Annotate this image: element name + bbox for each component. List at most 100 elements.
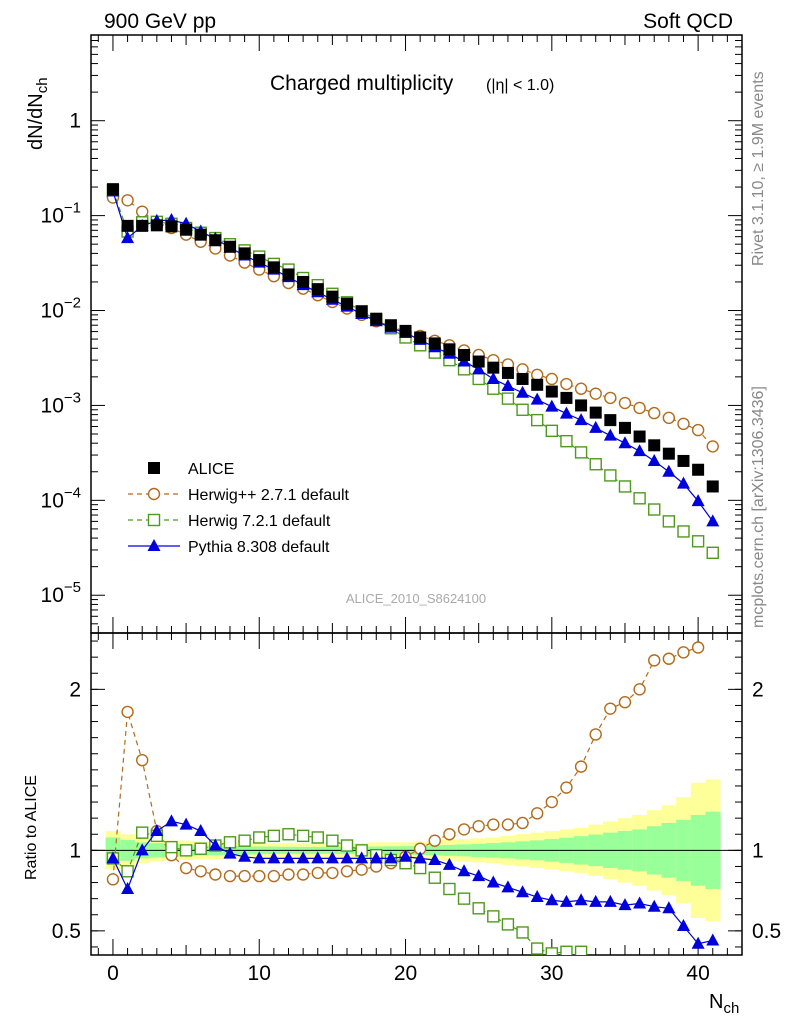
herwigpp-point — [545, 372, 559, 386]
herwigpp-ratio-point — [472, 820, 485, 833]
alice-point — [282, 268, 295, 281]
herwig7-point — [633, 492, 646, 505]
pythia-ratio-point — [428, 853, 442, 866]
alice-point — [501, 366, 514, 379]
herwigpp-ratio-point — [443, 828, 456, 841]
pythia-ratio-point — [296, 851, 310, 864]
herwigpp-ratio-point — [501, 818, 515, 831]
pythia-point — [691, 494, 705, 507]
herwigpp-ratio-point — [618, 696, 632, 709]
herwigpp-point — [662, 411, 676, 425]
ratio-y-axis-label: Ratio to ALICE — [23, 775, 40, 880]
herwigpp-ratio-point — [560, 781, 573, 794]
alice-point — [692, 463, 705, 476]
alice-point — [209, 234, 222, 247]
alice-point — [487, 361, 500, 374]
main-plot-panel: 110−110−210−310−410−5 Charged multiplici… — [25, 34, 743, 634]
herwigpp-ratio-point — [238, 869, 251, 883]
y-axis-label-sub: ch — [34, 77, 51, 93]
herwigpp-ratio-point — [296, 868, 310, 881]
alice-point — [223, 240, 236, 253]
herwigpp-point — [677, 417, 690, 431]
pythia-ratio-point — [662, 901, 676, 914]
ratio-y-tick-label: 2 — [69, 678, 81, 701]
y-axis-label-main: dN/dN — [25, 93, 47, 150]
herwig7-ratio-point — [238, 834, 251, 847]
alice-point — [399, 324, 412, 337]
pythia-ratio-point — [706, 933, 720, 946]
herwig7-ratio-point — [136, 826, 149, 839]
alice-point — [414, 331, 427, 344]
alice-legend-label: ALICE — [188, 461, 234, 478]
herwig7-ratio-point — [545, 947, 559, 955]
y-tick-base: 1 — [69, 110, 81, 133]
x-axis-label-sub: ch — [723, 1000, 739, 1017]
pythia-ratio-point — [574, 893, 588, 906]
alice-point — [150, 219, 163, 232]
herwig7-point — [501, 392, 515, 405]
alice-point — [311, 283, 324, 296]
herwigpp-ratio-point — [179, 861, 193, 875]
alice-point — [326, 290, 339, 303]
herwig7-ratio-point — [282, 828, 295, 841]
alice-point — [297, 275, 310, 288]
pythia-ratio-point — [413, 851, 427, 864]
alice-point — [575, 399, 588, 412]
y-tick-exponent: −2 — [64, 295, 81, 312]
alice-point — [370, 312, 383, 325]
herwigpp-point — [633, 401, 646, 415]
y-tick-label: 10−2 — [41, 295, 81, 323]
alice-legend-marker — [148, 462, 160, 474]
alice-point — [238, 247, 251, 260]
pythia-ratio-point — [618, 898, 632, 911]
pythia-ratio-point — [676, 919, 690, 932]
pythia-ratio-point — [164, 814, 178, 827]
pythia-legend-marker — [147, 539, 161, 551]
herwigpp-ratio-point — [487, 818, 500, 831]
herwig7-ratio-point — [487, 910, 500, 923]
pythia-legend-label: Pythia 8.308 default — [188, 539, 330, 556]
legend: ALICE Herwig++ 2.7.1 default Herwig 7.2.1 … — [128, 461, 350, 556]
herwigpp-ratio-point — [355, 863, 368, 876]
herwigpp-point — [530, 368, 544, 382]
pythia-ratio-point — [530, 890, 544, 903]
y-tick-label: 1 — [69, 110, 81, 133]
pythia-ratio-point — [223, 846, 237, 859]
herwig7-ratio-point — [443, 882, 456, 896]
herwig7-point — [648, 503, 661, 516]
herwigpp-point — [589, 387, 602, 400]
pythia-ratio-point — [399, 849, 413, 862]
herwig7-point — [589, 458, 602, 471]
alice-point — [516, 372, 529, 385]
pythia-point — [647, 453, 661, 466]
alice-point — [458, 348, 471, 361]
herwig7-ratio-point — [194, 842, 207, 855]
herwig7-ratio-point — [223, 836, 237, 849]
ratio-y-tick-label-right: 1 — [752, 839, 764, 862]
herwig7-ratio-point — [516, 926, 529, 939]
pythia-point — [589, 420, 603, 433]
pythia-ratio-point — [311, 851, 325, 864]
herwig7-point — [545, 424, 559, 438]
y-tick-label: 10−3 — [41, 389, 81, 417]
herwig7-ratio-point — [340, 839, 354, 852]
alice-point — [341, 297, 354, 310]
herwig7-point — [574, 446, 588, 459]
herwigpp-legend-marker — [147, 487, 161, 501]
herwigpp-ratio-point — [691, 641, 705, 654]
herwig7-ratio-point — [267, 829, 281, 843]
pythia-ratio-point — [545, 893, 559, 906]
alice-point — [267, 261, 280, 274]
pythia-ratio-point — [472, 869, 486, 882]
pythia-ratio-point — [355, 851, 369, 864]
y-tick-exponent: −5 — [64, 579, 81, 596]
herwigpp-point — [136, 205, 149, 218]
pythia-point — [516, 385, 530, 398]
herwigpp-ratio-point — [121, 705, 134, 719]
pythia-point — [545, 399, 559, 412]
pythia-ratio-point — [238, 849, 252, 862]
ratio-y-tick-label-right: 0.5 — [752, 920, 781, 943]
alice-point — [633, 430, 646, 443]
pythia-ratio-point — [603, 894, 617, 907]
ratio-y-tick-label: 1 — [69, 839, 81, 862]
